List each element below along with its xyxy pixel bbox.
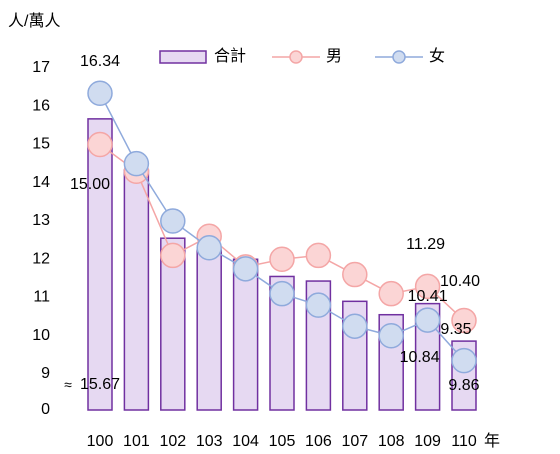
value-label: 10.41 [408, 288, 448, 305]
point [305, 242, 332, 269]
x-tick-label: 110 [451, 433, 477, 450]
x-tick-label: 107 [341, 433, 368, 450]
y-tick-label: 0 [41, 401, 50, 418]
legend-label: 女 [429, 46, 445, 65]
point [414, 273, 441, 300]
y-tick-label: 16 [32, 97, 50, 114]
point [232, 256, 259, 282]
legend-marker [392, 50, 406, 64]
y-tick-label: 17 [32, 59, 50, 76]
point [160, 242, 186, 269]
legend-swatch [159, 50, 207, 64]
point [342, 313, 368, 339]
x-tick-label: 108 [378, 433, 405, 450]
value-label: 16.34 [80, 53, 120, 70]
y-tick-label: 13 [32, 212, 50, 229]
x-tick-label: 101 [123, 433, 150, 450]
y-tick-label: 11 [33, 289, 50, 306]
value-label: 9.35 [440, 321, 471, 338]
legend-label: 合計 [214, 47, 246, 65]
point [378, 280, 404, 307]
point [451, 307, 477, 334]
value-label: 10.40 [440, 273, 480, 290]
point [305, 292, 332, 318]
x-axis-label: 年 [484, 432, 500, 450]
axis-break: ≈ [64, 377, 72, 393]
bar [123, 169, 150, 411]
point [269, 280, 295, 307]
bar [232, 258, 259, 411]
y-tick-label: 14 [32, 174, 50, 191]
value-label: 10.84 [400, 349, 440, 366]
point [123, 150, 150, 177]
point [378, 323, 404, 349]
value-label: 11.29 [406, 236, 445, 253]
point [196, 235, 222, 261]
point [451, 347, 477, 374]
y-tick-label: 9 [41, 365, 50, 382]
x-tick-label: 105 [269, 433, 296, 450]
x-tick-label: 106 [305, 433, 332, 450]
x-tick-label: 103 [196, 433, 223, 450]
y-tick-label: 12 [32, 250, 50, 267]
y-tick-label: 10 [32, 327, 50, 344]
x-tick-label: 100 [87, 433, 114, 450]
y-axis-label: 人/萬人 [8, 12, 60, 30]
point [269, 246, 295, 272]
x-tick-label: 104 [232, 433, 259, 450]
bar [87, 118, 113, 411]
point [414, 307, 441, 333]
x-tick-label: 109 [414, 433, 441, 450]
value-label: 15.67 [80, 376, 120, 393]
y-tick-label: 15 [32, 136, 50, 153]
point [342, 261, 368, 288]
value-label: 15.00 [70, 176, 110, 193]
point [87, 80, 113, 106]
bar [196, 249, 222, 411]
point [160, 208, 186, 234]
value-label: 9.86 [448, 377, 479, 394]
legend-marker [289, 50, 303, 64]
legend-label: 男 [326, 48, 342, 65]
point [87, 131, 113, 158]
x-tick-label: 102 [159, 433, 186, 450]
